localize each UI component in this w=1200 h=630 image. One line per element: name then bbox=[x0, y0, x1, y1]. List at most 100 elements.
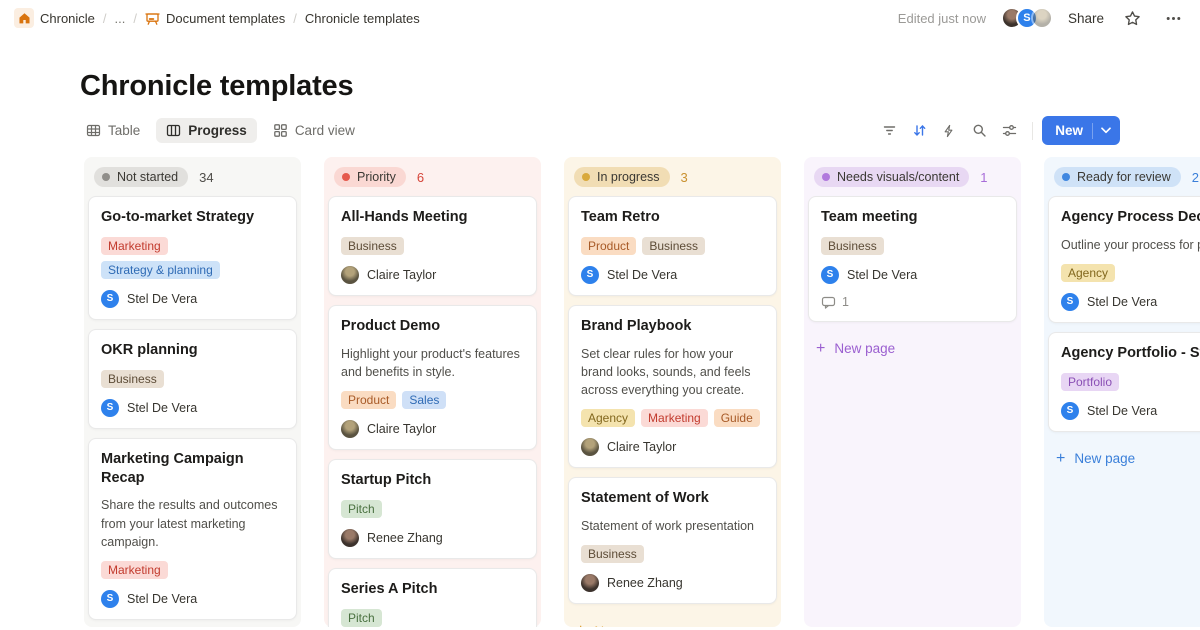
card-tags: Pitch bbox=[341, 608, 524, 627]
plus-icon: + bbox=[816, 339, 826, 357]
column-status-pill[interactable]: Not started bbox=[94, 167, 189, 187]
breadcrumb-current-page[interactable]: Chronicle templates bbox=[304, 10, 420, 26]
tag: Business bbox=[341, 236, 404, 255]
assignee-avatar bbox=[581, 438, 599, 457]
board-card[interactable]: Statement of Work Statement of work prese… bbox=[568, 477, 777, 605]
more-options-icon[interactable] bbox=[1160, 5, 1186, 31]
automation-icon[interactable] bbox=[935, 117, 963, 145]
card-title: Series A Pitch bbox=[341, 580, 438, 597]
tag: Business bbox=[101, 369, 164, 388]
column-status-pill[interactable]: In progress bbox=[574, 167, 670, 187]
column-status-label: Priority bbox=[357, 170, 396, 184]
board-card[interactable]: OKR planning Business S Stel De Vera bbox=[88, 328, 297, 429]
new-page-button[interactable]: + New page bbox=[808, 331, 1017, 367]
card-description: Statement of work presentation bbox=[581, 518, 755, 533]
card-title: All-Hands Meeting bbox=[341, 209, 468, 225]
collaborator-avatars[interactable]: S bbox=[1000, 7, 1053, 29]
tag: Product bbox=[341, 390, 397, 409]
new-page-button[interactable]: + New page bbox=[568, 613, 777, 627]
assignee-name: Stel De Vera bbox=[127, 291, 198, 306]
tag: Agency bbox=[1061, 263, 1116, 282]
breadcrumb-ellipsis[interactable]: ... bbox=[114, 10, 126, 26]
board-card[interactable]: All-Hands Meeting Business Claire Taylor bbox=[328, 196, 537, 296]
assignee-avatar bbox=[341, 265, 359, 284]
view-tabs: Table Progress Card view bbox=[76, 118, 365, 143]
board-card[interactable]: Team Retro Product Business S Stel De Vera bbox=[568, 196, 777, 296]
assignee: S Stel De Vera bbox=[821, 265, 1004, 284]
share-button[interactable]: Share bbox=[1067, 10, 1104, 26]
column-status-label: Needs visuals/content bbox=[837, 170, 960, 184]
assignee-avatar: S bbox=[821, 265, 839, 284]
board-card[interactable]: Startup Pitch Pitch Renee Zhang bbox=[328, 458, 537, 559]
breadcrumb-label: Chronicle bbox=[40, 10, 95, 26]
column-header: Priority 6 bbox=[328, 161, 537, 196]
column-count: 1 bbox=[980, 169, 988, 185]
home-icon bbox=[14, 8, 34, 28]
filter-icon[interactable] bbox=[875, 117, 903, 145]
board-card[interactable]: Team meeting Business S Stel De Vera 1 bbox=[808, 196, 1017, 322]
card-tags: Business bbox=[581, 545, 764, 564]
comment-count-value: 1 bbox=[842, 295, 849, 310]
assignee: Claire Taylor bbox=[341, 419, 524, 438]
page-title[interactable]: Chronicle templates bbox=[80, 70, 354, 102]
assignee: Claire Taylor bbox=[341, 265, 524, 284]
board-doc-icon bbox=[145, 11, 160, 26]
card-tags: Pitch bbox=[341, 499, 524, 518]
column-status-pill[interactable]: Needs visuals/content bbox=[814, 167, 970, 187]
search-icon[interactable] bbox=[965, 117, 993, 145]
assignee-name: Stel De Vera bbox=[1087, 403, 1158, 418]
board-card[interactable]: Agency Process Deck Outline your process … bbox=[1048, 196, 1200, 323]
board-column-not-started: Not started 34 Go-to-market Strategy Market… bbox=[84, 157, 301, 627]
assignee-name: Claire Taylor bbox=[367, 421, 437, 436]
tag: Pitch bbox=[341, 608, 382, 627]
board-card[interactable]: Brand Playbook Set clear rules for how yo… bbox=[568, 304, 777, 469]
board-card[interactable]: Go-to-market Strategy Marketing Strategy &… bbox=[88, 196, 297, 320]
tab-card-view[interactable]: Card view bbox=[263, 118, 365, 143]
card-tags: Business bbox=[101, 369, 284, 388]
breadcrumb-separator: / bbox=[102, 10, 107, 26]
assignee: S Stel De Vera bbox=[101, 289, 284, 308]
assignee: Renee Zhang bbox=[341, 528, 524, 547]
new-page-label: New page bbox=[1074, 451, 1136, 467]
assignee-avatar bbox=[581, 574, 599, 593]
chevron-down-icon[interactable] bbox=[1092, 122, 1111, 139]
new-button-label: New bbox=[1055, 123, 1083, 138]
tab-label: Card view bbox=[294, 123, 355, 138]
column-status-pill[interactable]: Priority bbox=[334, 167, 406, 187]
plus-icon: + bbox=[576, 623, 585, 627]
board-column-priority: Priority 6 All-Hands Meeting Business Claire… bbox=[324, 157, 541, 627]
assignee-name: Stel De Vera bbox=[1087, 294, 1158, 309]
assignee-name: Renee Zhang bbox=[607, 576, 683, 591]
tab-label: Table bbox=[108, 123, 141, 138]
topbar-actions: Edited just now S Share bbox=[898, 5, 1186, 31]
board-card[interactable]: Agency Portfolio - Studio Portfolio S Stel … bbox=[1048, 331, 1200, 432]
assignee-name: Stel De Vera bbox=[607, 267, 678, 282]
new-page-button[interactable]: + New page bbox=[1048, 441, 1200, 477]
favorite-star-icon[interactable] bbox=[1119, 5, 1145, 31]
assignee-name: Stel De Vera bbox=[127, 400, 198, 415]
tag: Marketing bbox=[101, 560, 168, 579]
new-page-label: New page bbox=[594, 624, 655, 627]
card-description: Outline your process for potential clien… bbox=[1061, 237, 1200, 252]
comment-icon bbox=[821, 295, 836, 310]
new-button[interactable]: New bbox=[1042, 116, 1120, 145]
tab-progress[interactable]: Progress bbox=[156, 118, 257, 143]
breadcrumb-workspace[interactable]: Chronicle bbox=[14, 8, 95, 28]
assignee-avatar: S bbox=[1061, 292, 1079, 311]
column-status-label: Not started bbox=[117, 170, 179, 184]
board-card[interactable]: Marketing Campaign Recap Share the result… bbox=[88, 437, 297, 620]
board-card[interactable]: Product Demo Highlight your product's fea… bbox=[328, 304, 537, 450]
settings-icon[interactable] bbox=[995, 117, 1023, 145]
tag: Business bbox=[642, 236, 706, 255]
assignee: S Stel De Vera bbox=[1061, 292, 1200, 311]
tab-table[interactable]: Table bbox=[76, 118, 150, 143]
view-toolbar: Table Progress Card view bbox=[76, 116, 1120, 145]
breadcrumb-document-templates[interactable]: Document templates bbox=[145, 11, 285, 26]
breadcrumb-label: Document templates bbox=[166, 10, 286, 26]
sort-icon[interactable] bbox=[905, 117, 933, 145]
assignee-avatar: S bbox=[101, 398, 119, 417]
column-status-pill[interactable]: Ready for review bbox=[1054, 167, 1181, 187]
assignee: Renee Zhang bbox=[581, 574, 764, 593]
card-description: Share the results and outcomes from your… bbox=[101, 498, 278, 549]
